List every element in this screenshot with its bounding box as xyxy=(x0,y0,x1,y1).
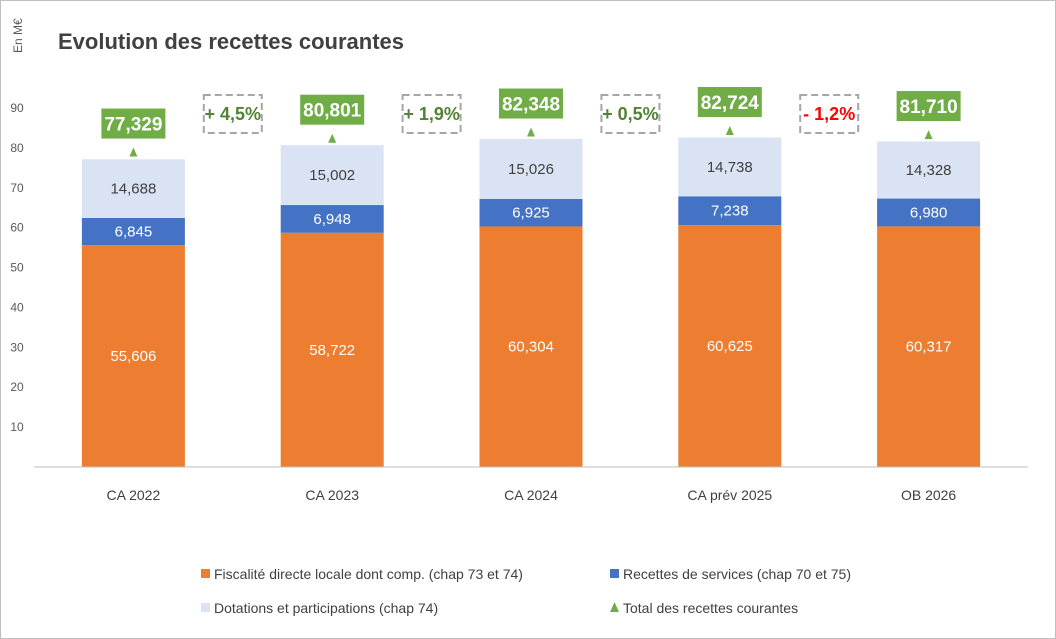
growth-box xyxy=(401,94,462,134)
legend-swatch xyxy=(610,569,619,578)
bar-segment xyxy=(280,232,384,467)
legend-label: Total des recettes courantes xyxy=(623,600,798,616)
data-label: 60,625 xyxy=(707,338,753,355)
total-label-box xyxy=(896,91,961,122)
y-tick-label: 80 xyxy=(10,141,24,155)
total-label: 77,329 xyxy=(104,115,162,136)
total-label: 82,348 xyxy=(502,95,560,116)
bar-segment xyxy=(81,159,185,218)
data-label: 55,606 xyxy=(110,348,156,365)
total-marker xyxy=(129,147,138,157)
legend-label: Dotations et participations (chap 74) xyxy=(214,600,438,616)
y-tick-label: 30 xyxy=(10,340,24,354)
bar-segment xyxy=(678,137,782,197)
chart-title: Evolution des recettes courantes xyxy=(58,29,404,54)
total-label-box xyxy=(499,88,563,119)
total-label-box xyxy=(300,94,365,125)
bar-segment xyxy=(280,145,384,206)
y-tick-label: 20 xyxy=(10,380,24,394)
data-label: 14,688 xyxy=(110,181,156,198)
total-marker xyxy=(527,127,535,137)
growth-box xyxy=(799,94,860,134)
data-label: 6,980 xyxy=(910,204,948,221)
data-label: 6,948 xyxy=(313,211,351,228)
bar-segment xyxy=(81,217,185,246)
data-label: 15,002 xyxy=(309,167,355,184)
total-marker xyxy=(924,130,933,140)
data-label: 6,925 xyxy=(512,205,550,222)
bar-segment xyxy=(678,196,782,226)
x-tick-label: CA prév 2025 xyxy=(687,487,772,503)
bar-segment xyxy=(280,205,384,233)
bar-segment xyxy=(479,226,583,467)
total-marker xyxy=(328,133,337,143)
x-tick-label: CA 2024 xyxy=(504,487,558,503)
legend-swatch xyxy=(201,569,210,578)
bar-segment xyxy=(877,198,981,227)
y-tick-label: 50 xyxy=(10,261,24,275)
legend-swatch xyxy=(610,602,619,612)
y-tick-label: 40 xyxy=(10,300,24,314)
legend: Fiscalité directe locale dont comp. (cha… xyxy=(201,566,851,616)
bar-segment xyxy=(678,225,782,467)
growth-label: + 0,5% xyxy=(602,104,659,124)
x-axis: CA 2022 CA 2023 CA 2024 CA prév 2025 OB 2026 xyxy=(34,466,1028,503)
data-label: 6,845 xyxy=(115,224,153,241)
growth-box xyxy=(202,94,263,134)
y-axis: 10 20 30 40 50 60 70 80 90 xyxy=(10,101,24,434)
data-label: 15,026 xyxy=(508,161,554,178)
growth-label: + 1,9% xyxy=(403,104,460,124)
data-label: 14,328 xyxy=(906,162,952,179)
x-tick-label: OB 2026 xyxy=(901,487,956,503)
data-label: 60,317 xyxy=(906,339,952,356)
x-tick-label: CA 2023 xyxy=(305,487,359,503)
growth-label: - 1,2% xyxy=(803,104,855,124)
total-label: 82,724 xyxy=(701,93,760,114)
bars: 55,606 6,845 14,688 77,329 58,722 6,948 15,002… xyxy=(81,87,981,467)
bar-segment xyxy=(479,138,583,199)
y-tick-label: 60 xyxy=(10,221,24,235)
x-tick-label: CA 2022 xyxy=(107,487,161,503)
legend-swatch xyxy=(201,603,210,612)
total-label-box xyxy=(697,87,762,118)
growth-box xyxy=(600,94,661,134)
total-label: 80,801 xyxy=(303,101,362,122)
data-label: 14,738 xyxy=(707,159,753,176)
bar-segment xyxy=(81,245,185,467)
legend-label: Fiscalité directe locale dont comp. (cha… xyxy=(214,566,523,582)
legend-label: Recettes de services (chap 70 et 75) xyxy=(623,566,851,582)
total-label-box xyxy=(101,108,166,139)
y-tick-label: 90 xyxy=(10,101,24,115)
y-tick-label: 10 xyxy=(10,420,24,434)
data-label: 7,238 xyxy=(711,203,749,220)
bar-segment xyxy=(877,141,981,199)
y-tick-label: 70 xyxy=(10,181,24,195)
data-label: 60,304 xyxy=(508,339,554,356)
total-marker xyxy=(725,126,734,136)
bar-segment xyxy=(479,198,583,227)
growth-label: + 4,5% xyxy=(205,104,262,124)
bar-segment xyxy=(877,226,981,467)
data-label: 58,722 xyxy=(309,342,355,359)
unit-label: En M€ xyxy=(11,18,25,53)
total-label: 81,710 xyxy=(900,97,958,118)
